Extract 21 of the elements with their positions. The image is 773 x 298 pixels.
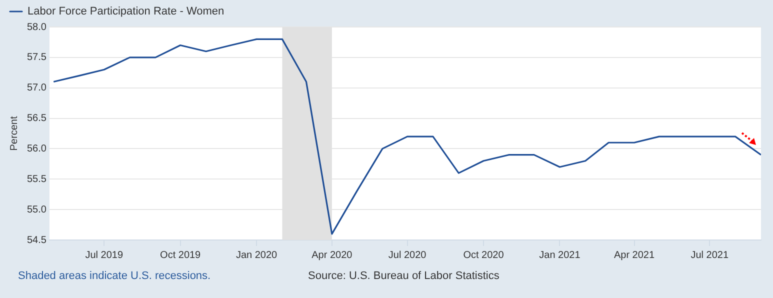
x-tick-label: Jan 2020 [236, 250, 278, 261]
x-tick-label: Apr 2021 [614, 250, 655, 261]
x-tick-label: Apr 2020 [312, 250, 353, 261]
x-tick-label: Jan 2021 [539, 250, 581, 261]
x-tick-label: Jul 2021 [690, 250, 729, 261]
y-axis-title: Percent [8, 116, 20, 151]
legend-label: Labor Force Participation Rate - Women [28, 6, 224, 18]
y-tick-label: 54.5 [26, 234, 47, 246]
x-tick-label: Jul 2019 [85, 250, 124, 261]
y-tick-label: 55.5 [26, 174, 47, 185]
x-tick-label: Jul 2020 [388, 250, 427, 261]
x-tick-label: Oct 2019 [160, 250, 202, 261]
x-tick-label: Oct 2020 [463, 250, 504, 261]
text: Shaded areas indicate U.S. recessions. [18, 270, 211, 282]
y-tick-label: 57.5 [26, 52, 47, 64]
y-tick-label: 56.0 [26, 143, 47, 154]
y-tick-label: 55.0 [26, 204, 47, 216]
y-tick-label: 57.0 [26, 82, 47, 94]
source-note: Source: U.S. Bureau of Labor Statistics [308, 270, 500, 282]
y-tick-label: 58.0 [26, 22, 47, 33]
y-tick-label: 56.5 [26, 113, 47, 124]
